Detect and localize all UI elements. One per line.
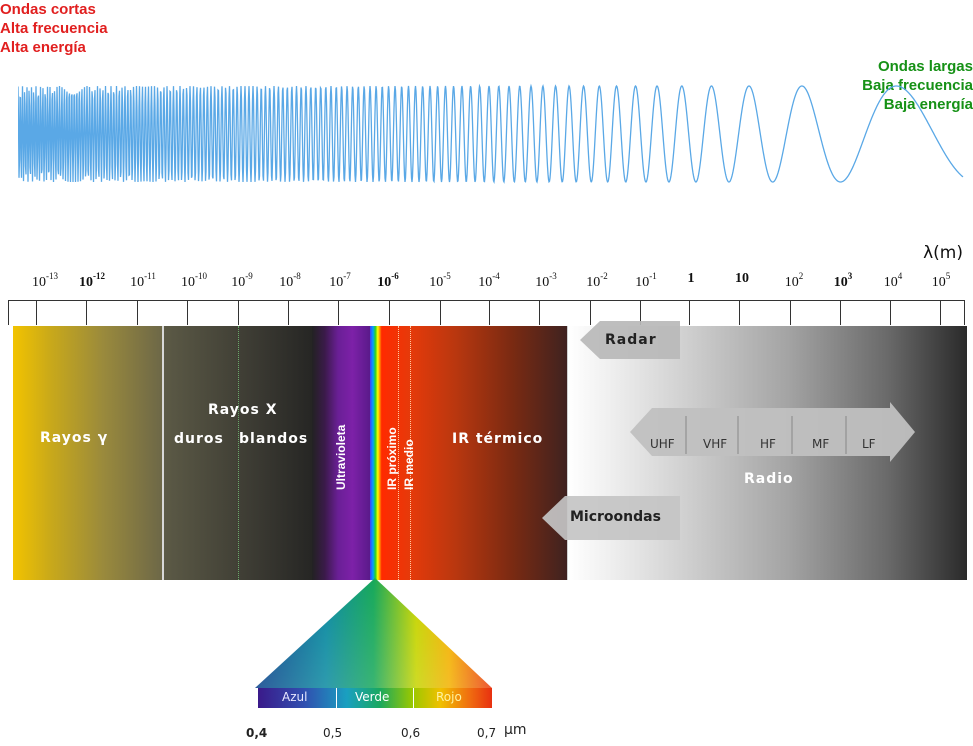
axis-tick-label: 1 — [687, 271, 695, 286]
axis-tick-label: 10-6 — [377, 271, 399, 290]
radio-arrows — [542, 321, 915, 540]
axis-tick — [489, 300, 490, 325]
axis-tick-label: 10-1 — [635, 271, 657, 290]
wave-line — [18, 83, 964, 184]
axis-tick — [890, 300, 891, 325]
xray-dotted-divider — [238, 326, 239, 580]
ir-thermal-label: IR térmico — [452, 431, 544, 447]
axis-tick — [590, 300, 591, 325]
radio-band-mf: MF — [812, 437, 830, 451]
axis-tick-label: 10-9 — [231, 271, 253, 290]
low-frequency-label: Baja frecuencia — [862, 77, 973, 94]
xray-band — [163, 326, 312, 580]
axis-tick — [739, 300, 740, 325]
ir-mid-label: IR medio — [402, 439, 416, 490]
axis-tick — [36, 300, 37, 325]
axis-tick — [338, 300, 339, 325]
axis-tick-label: 10 — [735, 271, 749, 286]
scale-0-4: 0,4 — [246, 726, 268, 740]
visible-divider — [336, 688, 337, 708]
axis-tick-label: 103 — [833, 271, 853, 290]
uv-band — [312, 326, 370, 580]
axis-unit-label: λ(m) — [923, 243, 963, 263]
visible-band — [370, 326, 382, 580]
ir-near-label: IR próximo — [385, 427, 399, 490]
red-label: Rojo — [436, 690, 462, 704]
uv-label: Ultravioleta — [334, 424, 348, 490]
axis-tick — [8, 300, 9, 325]
scale-0-7: 0,7 — [477, 726, 497, 740]
axis-tick-label: 10-11 — [130, 271, 156, 290]
short-wave-label: Ondas cortas — [0, 1, 96, 18]
axis-tick-label: 10-7 — [329, 271, 351, 290]
ir-dotted-divider-2 — [410, 326, 411, 580]
radio-band-hf: HF — [760, 437, 776, 451]
axis-tick-label: 10-2 — [586, 271, 608, 290]
radar-arrow — [580, 321, 680, 359]
high-frequency-label: Alta frecuencia — [0, 20, 108, 37]
radio-label: Radio — [744, 471, 794, 487]
axis-tick-label: 10-10 — [181, 271, 207, 290]
long-wave-header: Ondas largas Baja frecuencia Baja energí… — [0, 57, 973, 114]
band-divider — [567, 326, 568, 580]
axis-tick-label: 102 — [784, 271, 804, 290]
axis-tick — [964, 300, 965, 325]
axis-tick — [187, 300, 188, 325]
radio-arrow — [630, 402, 915, 462]
short-wave-header: Ondas cortas Alta frecuencia Alta energí… — [0, 0, 973, 57]
visible-spectrum-expansion — [255, 578, 492, 688]
axis-tick-label: 10-3 — [535, 271, 557, 290]
band-divider — [162, 326, 164, 580]
axis-tick-label: 10-5 — [429, 271, 451, 290]
axis-tick — [689, 300, 690, 325]
high-energy-label: Alta energía — [0, 39, 86, 56]
gamma-band — [13, 326, 163, 580]
axis-tick-label: 105 — [931, 271, 951, 290]
radar-label: Radar — [605, 332, 657, 348]
axis-tick — [640, 300, 641, 325]
axis-tick — [539, 300, 540, 325]
visible-divider — [413, 688, 414, 708]
axis-tick — [238, 300, 239, 325]
gamma-label: Rayos γ — [40, 430, 109, 446]
xray-label: Rayos X — [208, 402, 278, 418]
visible-color-bar — [258, 688, 492, 708]
scale-0-6: 0,6 — [401, 726, 421, 740]
axis-tick-label: 10-8 — [279, 271, 301, 290]
radio-band-vhf: VHF — [703, 437, 728, 451]
xray-soft-label: blandos — [239, 431, 309, 447]
axis-tick-label: 104 — [883, 271, 903, 290]
radio-band-lf: LF — [862, 437, 876, 451]
axis-tick — [840, 300, 841, 325]
axis-tick — [440, 300, 441, 325]
scale-unit: μm — [504, 722, 527, 738]
axis-tick-label: 10-13 — [32, 271, 58, 290]
blue-label: Azul — [282, 690, 308, 704]
wave-illustration — [18, 83, 964, 184]
ir-band — [382, 326, 568, 580]
microwave-label: Microondas — [570, 509, 661, 525]
axis-tick — [389, 300, 390, 325]
radio-band-uhf: UHF — [650, 437, 675, 451]
axis-tick-label: 10-4 — [478, 271, 500, 290]
green-label: Verde — [355, 690, 390, 704]
low-energy-label: Baja energía — [883, 96, 973, 113]
axis-tick — [940, 300, 941, 325]
axis-tick — [86, 300, 87, 325]
ir-dotted-divider-1 — [398, 326, 399, 580]
axis-tick-label: 10-12 — [79, 271, 105, 290]
axis-top-line — [8, 300, 965, 301]
axis-tick — [137, 300, 138, 325]
long-wave-label: Ondas largas — [877, 58, 973, 75]
axis-tick — [288, 300, 289, 325]
scale-0-5: 0,5 — [323, 726, 343, 740]
axis-tick — [790, 300, 791, 325]
xray-hard-label: duros — [174, 431, 224, 447]
microwave-arrow — [542, 496, 680, 540]
